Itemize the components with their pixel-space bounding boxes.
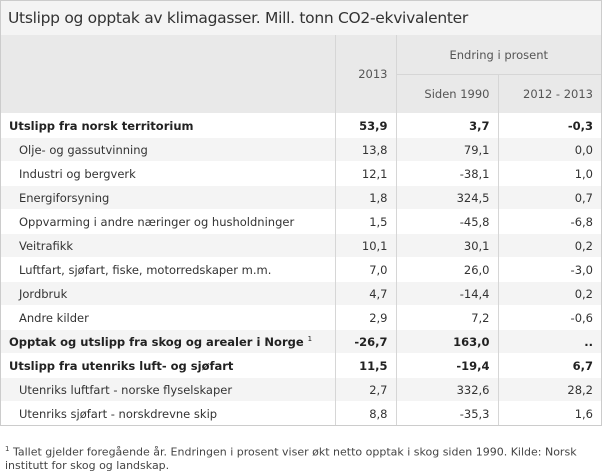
table-row: Andre kilder 2,9 7,2 -0,6 [1,305,601,330]
value-2013: 2,7 [334,377,396,402]
table-row: Olje- og gassutvinning 13,8 79,1 0,0 [1,137,601,162]
value-2012-2013: -0,3 [497,113,601,138]
footnote-text: Tallet gjelder foregående år. Endringen … [5,445,577,472]
row-label: Olje- og gassutvinning [1,137,335,162]
value-2012-2013: 0,2 [497,281,601,306]
value-since-1990: 30,1 [395,233,498,258]
value-2012-2013: 0,7 [497,185,601,210]
value-since-1990: 7,2 [395,305,498,330]
row-label: Luftfart, sjøfart, fiske, motorredskaper… [1,257,335,282]
value-2012-2013: 0,0 [497,137,601,162]
footnote: 1 Tallet gjelder foregående år. Endringe… [0,426,602,472]
row-label-text: Utenriks luftfart - norske flyselskaper [19,382,233,397]
value-since-1990: -38,1 [395,161,498,186]
value-2012-2013: 28,2 [497,377,601,402]
value-since-1990: 332,6 [395,377,498,402]
table-row: Industri og bergverk 12,1 -38,1 1,0 [1,161,601,186]
row-label: Utslipp fra utenriks luft- og sjøfart [1,353,335,378]
value-2012-2013: -6,8 [497,209,601,234]
row-label: Jordbruk [1,281,335,306]
value-2013: 12,1 [334,161,396,186]
emissions-table: 2013 Endring i prosent Siden 1990 2012 -… [1,35,601,426]
table-row: Oppvarming i andre næringer og husholdni… [1,209,601,234]
table-row: Utslipp fra utenriks luft- og sjøfart 11,… [1,353,601,378]
value-2012-2013: .. [497,329,601,354]
value-since-1990: -19,4 [395,353,498,378]
row-label: Utenriks luftfart - norske flyselskaper [1,377,335,402]
value-since-1990: 3,7 [395,113,498,138]
value-2013: 11,5 [334,353,396,378]
row-label-text: Opptak og utslipp fra skog og arealer i … [9,334,304,349]
footnote-ref: 1 [307,334,313,343]
value-2013: 4,7 [334,281,396,306]
value-since-1990: -14,4 [395,281,498,306]
row-label: Utslipp fra norsk territorium [1,113,335,138]
row-label-text: Luftfart, sjøfart, fiske, motorredskaper… [19,262,272,277]
value-2013: 13,8 [334,137,396,162]
row-label-text: Industri og bergverk [19,166,136,181]
row-label-text: Energiforsyning [19,190,110,205]
row-label-text: Jordbruk [19,286,68,301]
value-since-1990: 163,0 [395,329,498,354]
row-label: Oppvarming i andre næringer og husholdni… [1,209,335,234]
table-row: Luftfart, sjøfart, fiske, motorredskaper… [1,257,601,282]
row-label-text: Andre kilder [19,310,89,325]
value-since-1990: -35,3 [395,401,498,426]
row-label: Veitrafikk [1,233,335,258]
table-row: Veitrafikk 10,1 30,1 0,2 [1,233,601,258]
value-2013: 7,0 [334,257,396,282]
value-2012-2013: -0,6 [497,305,601,330]
value-2012-2013: 1,6 [497,401,601,426]
table-row: Utslipp fra norsk territorium 53,9 3,7 -0,3 [1,113,601,138]
value-since-1990: 79,1 [395,137,498,162]
row-label-text: Utslipp fra utenriks luft- og sjøfart [9,358,234,373]
header-2012-2013: 2012 - 2013 [497,74,601,114]
table-title: Utslipp og opptak av klimagasser. Mill. … [1,1,601,35]
table-row: Opptak og utslipp fra skog og arealer i … [1,329,601,354]
value-2013: 2,9 [334,305,396,330]
value-since-1990: -45,8 [395,209,498,234]
value-since-1990: 324,5 [395,185,498,210]
value-2013: 53,9 [334,113,396,138]
row-label: Andre kilder [1,305,335,330]
row-label-text: Veitrafikk [19,238,74,253]
value-2013: 1,8 [334,185,396,210]
row-label: Energiforsyning [1,185,335,210]
value-2012-2013: 6,7 [497,353,601,378]
value-2012-2013: 1,0 [497,161,601,186]
row-label: Opptak og utslipp fra skog og arealer i … [1,329,335,354]
row-label: Industri og bergverk [1,161,335,186]
row-label-text: Olje- og gassutvinning [19,142,148,157]
row-label: Utenriks sjøfart - norskdrevne skip [1,401,335,426]
value-since-1990: 26,0 [395,257,498,282]
row-label-text: Utenriks sjøfart - norskdrevne skip [19,406,218,421]
row-label-text: Utslipp fra norsk territorium [9,118,194,133]
table-container: Utslipp og opptak av klimagasser. Mill. … [0,0,602,426]
value-2012-2013: 0,2 [497,233,601,258]
value-2013: 8,8 [334,401,396,426]
header-change-group: Endring i prosent [395,35,601,75]
value-2013: 1,5 [334,209,396,234]
value-2013: -26,7 [334,329,396,354]
table-row: Jordbruk 4,7 -14,4 0,2 [1,281,601,306]
footnote-mark: 1 [5,445,10,453]
header-2013: 2013 [334,35,396,114]
table-row: Energiforsyning 1,8 324,5 0,7 [1,185,601,210]
row-label-text: Oppvarming i andre næringer og husholdni… [19,214,295,229]
header-empty [1,35,335,114]
table-row: Utenriks luftfart - norske flyselskaper 2… [1,377,601,402]
value-2012-2013: -3,0 [497,257,601,282]
value-2013: 10,1 [334,233,396,258]
header-since-1990: Siden 1990 [395,74,498,114]
table-row: Utenriks sjøfart - norskdrevne skip 8,8 -3… [1,401,601,426]
